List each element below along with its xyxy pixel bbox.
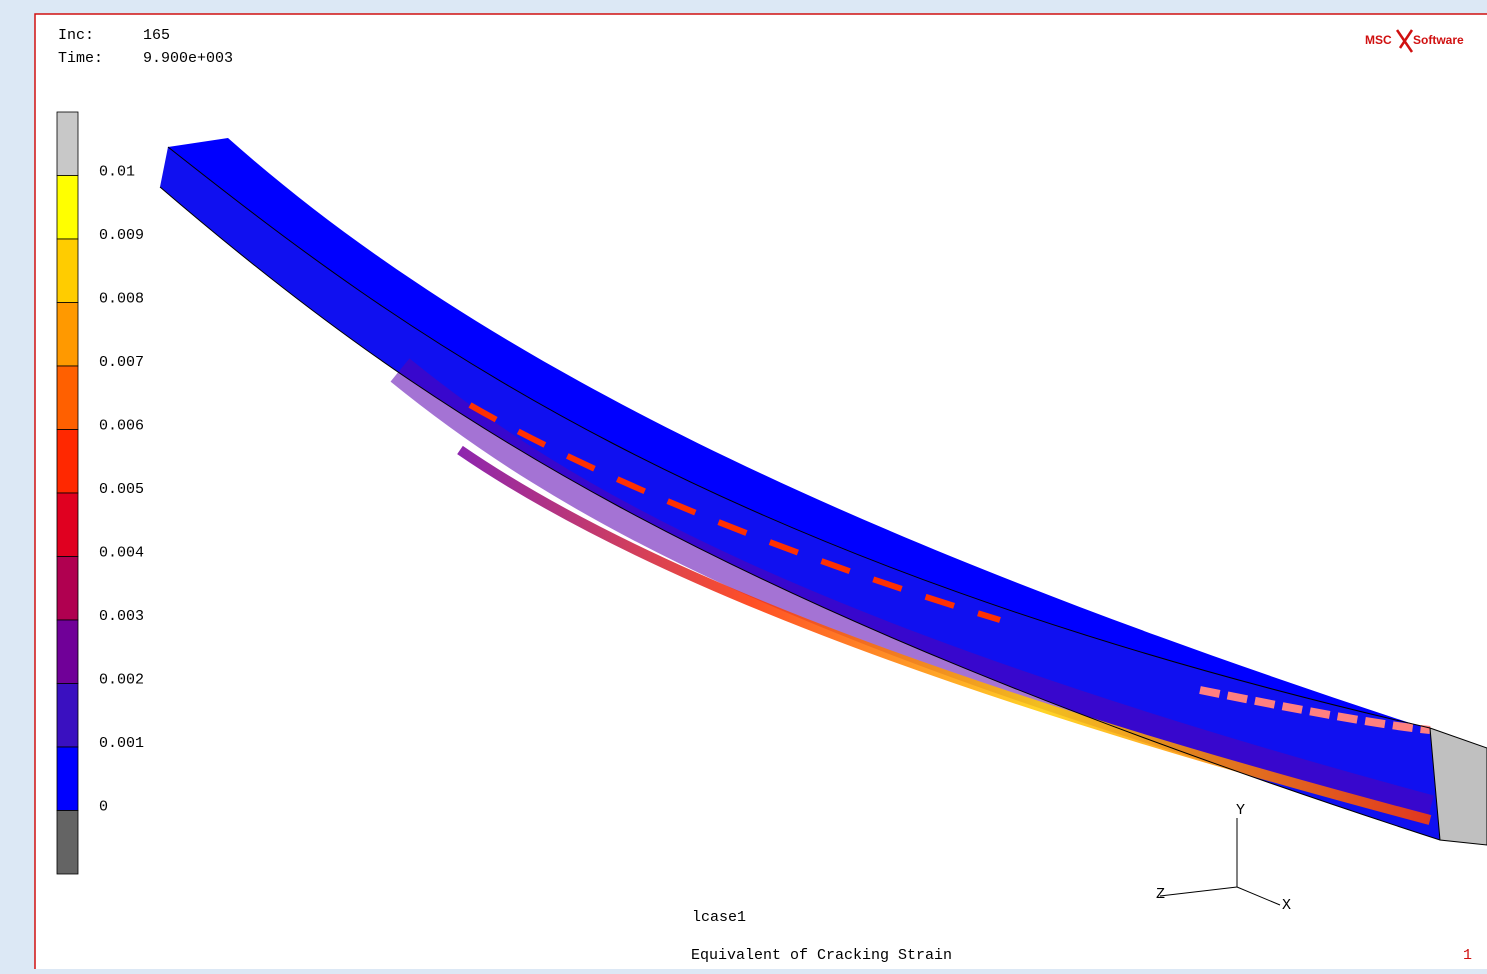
axis-x-label: X [1282,897,1291,914]
legend-swatch [57,557,78,621]
legend-label: 0.002 [99,671,144,688]
legend-swatch [57,303,78,367]
page-number: 1 [1463,947,1472,964]
time-value: 9.900e+003 [143,50,233,67]
load-case: lcase1 [692,909,746,926]
legend-swatch [57,684,78,748]
logo-msc: MSC [1365,33,1392,47]
legend-label: 0.006 [99,417,144,434]
legend-label: 0.007 [99,354,144,371]
legend-label: 0.005 [99,481,144,498]
time-label: Time: [58,50,103,67]
legend-swatch [57,239,78,303]
page: Inc: 165 Time: 9.900e+003 MSC Software 0… [0,0,1487,969]
inc-value: 165 [143,27,170,44]
legend-swatch [57,176,78,240]
legend-label: 0.001 [99,735,144,752]
axis-z-label: Z [1156,886,1165,903]
legend-label: 0.004 [99,544,144,561]
legend-swatch [57,747,78,811]
legend-label: 0 [99,798,108,815]
logo-software: Software [1413,33,1464,47]
legend-swatch [57,366,78,430]
legend-label: 0.01 [99,163,135,180]
result-title: Equivalent of Cracking Strain [691,947,952,964]
legend-swatch [57,112,78,176]
legend-label: 0.003 [99,608,144,625]
legend-swatch [57,430,78,494]
axis-y-label: Y [1236,802,1245,819]
legend-swatch [57,811,78,875]
legend-label: 0.009 [99,227,144,244]
legend-label: 0.008 [99,290,144,307]
inc-label: Inc: [58,27,94,44]
legend-swatch [57,620,78,684]
beam-end [1430,728,1487,845]
viewport: Inc: 165 Time: 9.900e+003 MSC Software 0… [0,0,1487,969]
legend-swatch [57,493,78,557]
